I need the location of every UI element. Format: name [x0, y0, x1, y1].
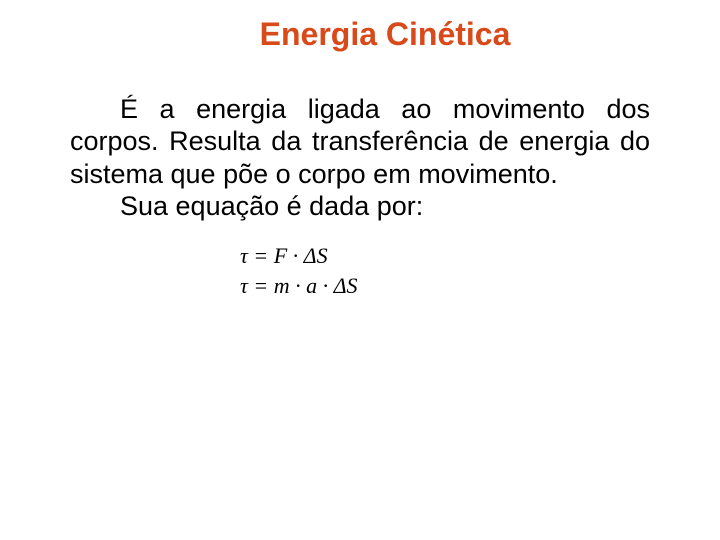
equations-block: τ = F · ΔS τ = m · a · ΔS: [0, 243, 720, 299]
paragraph-2: Sua equação é dada por:: [70, 190, 650, 222]
equation-2: τ = m · a · ΔS: [240, 273, 720, 299]
body-container: É a energia ligada ao movimento dos corp…: [0, 53, 720, 223]
equation-1: τ = F · ΔS: [240, 243, 720, 269]
paragraph-1: É a energia ligada ao movimento dos corp…: [70, 93, 650, 190]
slide-title: Energia Cinética: [0, 0, 720, 53]
